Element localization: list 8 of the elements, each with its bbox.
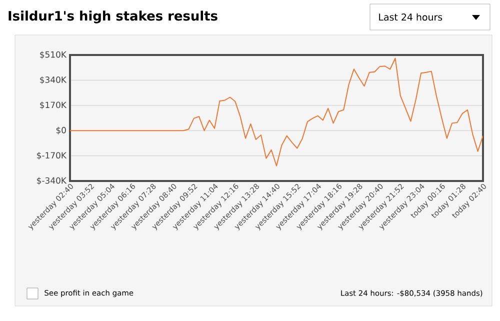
chart-title: Isildur1's high stakes results [8,10,218,24]
y-tick-label: $340K [40,76,67,84]
y-tick-label: $510K [40,51,67,59]
y-tick-label: $-340K [37,177,67,185]
y-tick-label: $0 [56,126,66,134]
y-tick-label: $-170K [37,152,67,160]
y-tick-label: $170K [40,102,67,110]
text: Last 24 hours [379,13,442,21]
